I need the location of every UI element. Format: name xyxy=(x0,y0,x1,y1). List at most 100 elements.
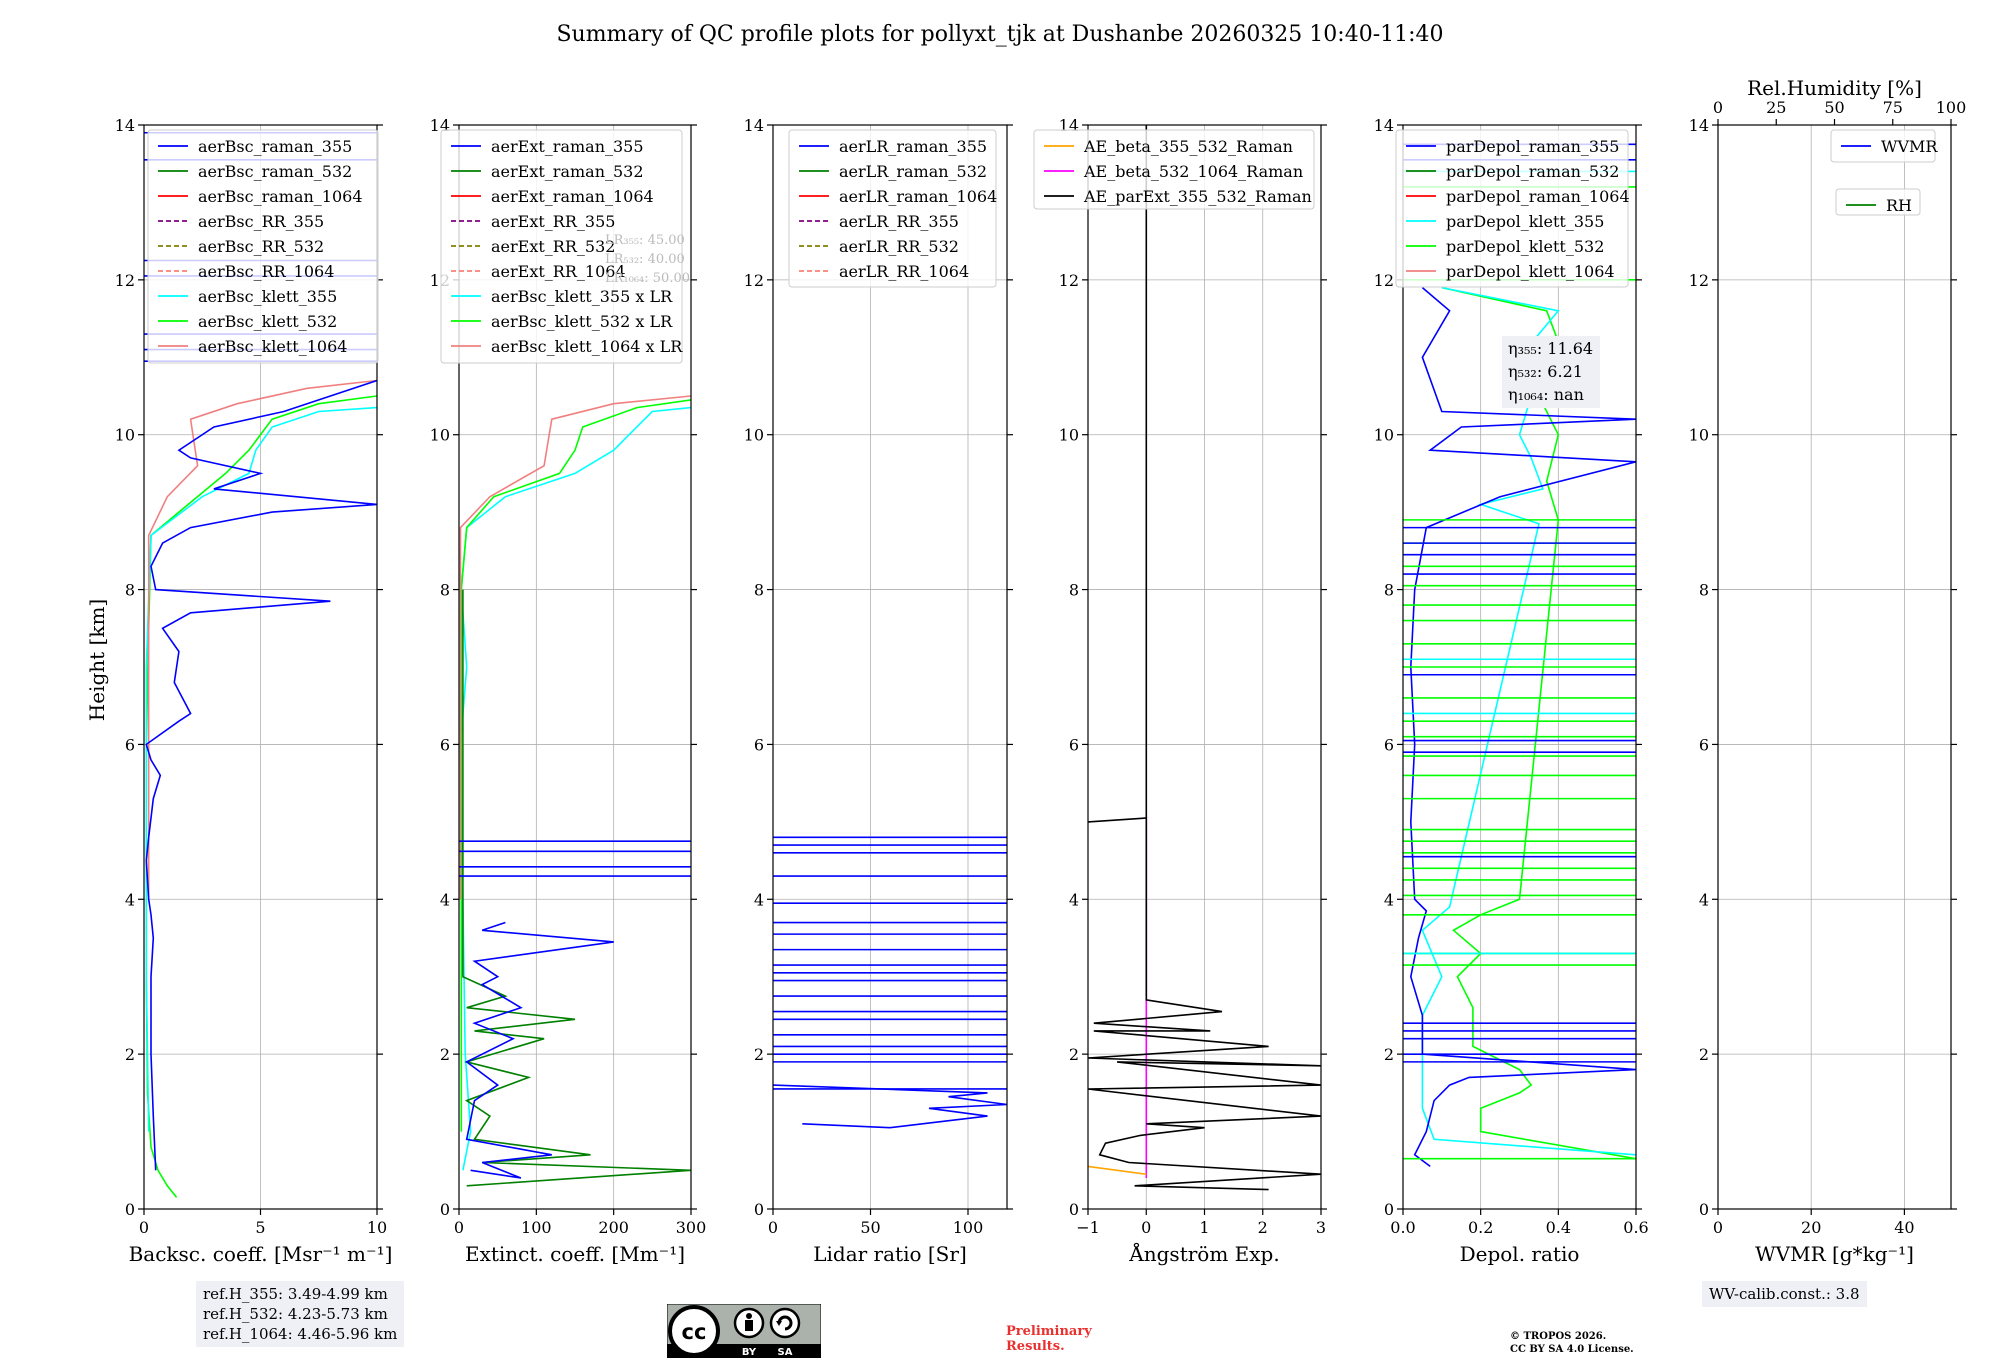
cc-by-sa-badge: cc BY SA xyxy=(667,1304,821,1358)
x-tick-label: 100 xyxy=(521,1218,552,1237)
x-tick-label: 0.6 xyxy=(1623,1218,1648,1237)
top-tick-label: 100 xyxy=(1936,98,1967,117)
top-tick-label: 75 xyxy=(1883,98,1903,117)
cc-icon xyxy=(668,1305,720,1357)
y-tick-label: 10 xyxy=(1059,426,1079,445)
y-tick-label: 8 xyxy=(125,581,135,600)
legend-label: AE_beta_532_1064_Raman xyxy=(1083,162,1303,181)
axes-frame xyxy=(1402,124,1637,1210)
y-tick-label: 6 xyxy=(1384,735,1394,754)
x-tick-label: 200 xyxy=(598,1218,629,1237)
copyright-note: © TROPOS 2026. CC BY SA 4.0 License. xyxy=(1510,1330,1634,1356)
y-tick-label: 4 xyxy=(1069,890,1079,909)
y-tick-label: 0 xyxy=(125,1200,135,1219)
y-tick-label: 12 xyxy=(744,271,764,290)
series-aerBsc_klett_355 x LR xyxy=(459,406,691,1171)
x-tick-label: 0 xyxy=(139,1218,149,1237)
legend-label: aerExt_RR_532 xyxy=(491,237,615,256)
y-tick-label: 6 xyxy=(1069,735,1079,754)
legend-label: aerBsc_raman_355 xyxy=(198,137,352,156)
legend-label: aerLR_RR_355 xyxy=(839,212,959,231)
top-tick-label: 50 xyxy=(1824,98,1844,117)
series-aerBsc_klett_355 xyxy=(145,406,377,1132)
y-tick-label: 0 xyxy=(440,1200,450,1219)
y-tick-label: 10 xyxy=(1689,426,1709,445)
series-aerExt_raman_532 xyxy=(462,589,691,1187)
legend-label: aerExt_RR_355 xyxy=(491,212,615,231)
y-tick-label: 4 xyxy=(125,890,135,909)
legend-box xyxy=(440,129,683,364)
wv-calib-text: WV-calib.const.: 3.8 xyxy=(1709,1285,1860,1303)
x-tick-label: 100 xyxy=(953,1218,984,1237)
y-tick-label: 0 xyxy=(1699,1200,1709,1219)
copyright-line-2: CC BY SA 4.0 License. xyxy=(1510,1344,1634,1355)
y-tick-label: 6 xyxy=(440,735,450,754)
legend-label: aerBsc_RR_1064 xyxy=(198,262,334,281)
x-tick-label: 0 xyxy=(1713,1218,1723,1237)
y-tick-label: 2 xyxy=(754,1045,764,1064)
y-tick-label: 4 xyxy=(440,890,450,909)
legend-label: parDepol_raman_355 xyxy=(1446,137,1619,156)
legend-box xyxy=(1835,188,1921,216)
legend-label: WVMR xyxy=(1881,137,1938,156)
y-tick-label: 10 xyxy=(1374,426,1394,445)
legend-label: aerLR_RR_1064 xyxy=(839,262,969,281)
legend-label: aerBsc_RR_355 xyxy=(198,212,324,231)
top-axis-label: Rel.Humidity [%] xyxy=(1747,76,1922,100)
y-tick-label: 6 xyxy=(754,735,764,754)
legend-label: aerExt_raman_1064 xyxy=(491,187,654,206)
y-tick-label: 8 xyxy=(1699,581,1709,600)
y-tick-label: 14 xyxy=(115,116,135,135)
cc-by-label: BY xyxy=(742,1347,757,1358)
preliminary-line-2: Results. xyxy=(1006,1339,1065,1354)
y-tick-label: 4 xyxy=(1699,890,1709,909)
y-axis-label: Height [km] xyxy=(85,599,109,721)
legend-label: parDepol_klett_1064 xyxy=(1446,262,1615,281)
x-tick-label: 3 xyxy=(1316,1218,1326,1237)
series-aerBsc_raman_355 xyxy=(145,379,377,1171)
x-tick-label: 0 xyxy=(768,1218,778,1237)
series-aerLR_raman_355 xyxy=(773,1084,1007,1129)
legend-box xyxy=(788,129,997,288)
series-aerExt_raman_355 xyxy=(465,921,614,1179)
y-tick-label: 2 xyxy=(125,1045,135,1064)
y-tick-label: 0 xyxy=(1384,1200,1394,1219)
legend-label: aerBsc_klett_1064 x LR xyxy=(491,337,683,356)
x-axis-label: Depol. ratio xyxy=(1460,1242,1580,1266)
legend-box xyxy=(147,129,379,364)
y-tick-label: 14 xyxy=(1374,116,1394,135)
y-tick-label: 6 xyxy=(125,735,135,754)
y-tick-label: 14 xyxy=(744,116,764,135)
axes-frame xyxy=(458,124,692,1210)
legend-label: aerBsc_klett_1064 xyxy=(198,337,347,356)
axes-frame xyxy=(1717,124,1952,1210)
legend-label: parDepol_raman_1064 xyxy=(1446,187,1630,206)
y-tick-label: 2 xyxy=(1384,1045,1394,1064)
y-tick-label: 8 xyxy=(1069,581,1079,600)
legend-label: aerLR_raman_532 xyxy=(839,162,987,181)
x-tick-label: 5 xyxy=(255,1218,265,1237)
svg-text:cc: cc xyxy=(682,1320,707,1344)
y-tick-label: 8 xyxy=(440,581,450,600)
y-tick-label: 2 xyxy=(1069,1045,1079,1064)
copyright-line-1: © TROPOS 2026. xyxy=(1510,1331,1607,1342)
eta-annotation: η₃₅₅: 11.64 xyxy=(1508,339,1593,358)
legend-label: aerBsc_klett_532 x LR xyxy=(491,312,673,331)
series-aerBsc_klett_1064 xyxy=(147,379,377,900)
eta-annotation: η₅₃₂: 6.21 xyxy=(1508,362,1583,381)
ref-height-1064: ref.H_1064: 4.46-5.96 km xyxy=(203,1325,398,1343)
x-tick-label: 0.4 xyxy=(1546,1218,1571,1237)
legend-label: parDepol_klett_532 xyxy=(1446,237,1604,256)
legend-label: parDepol_klett_355 xyxy=(1446,212,1604,231)
series-parDepol_raman_355 xyxy=(1409,286,1636,1168)
x-tick-label: 50 xyxy=(860,1218,880,1237)
y-tick-label: 2 xyxy=(440,1045,450,1064)
x-tick-label: 0.2 xyxy=(1468,1218,1493,1237)
x-tick-label: 0.0 xyxy=(1390,1218,1415,1237)
x-axis-label: WVMR [g*kg⁻¹] xyxy=(1755,1242,1914,1266)
x-axis-label: Backsc. coeff. [Msr⁻¹ m⁻¹] xyxy=(129,1242,393,1266)
legend-label: aerLR_raman_355 xyxy=(839,137,987,156)
x-tick-label: 40 xyxy=(1894,1218,1914,1237)
sa-share-alike-icon xyxy=(769,1307,801,1339)
